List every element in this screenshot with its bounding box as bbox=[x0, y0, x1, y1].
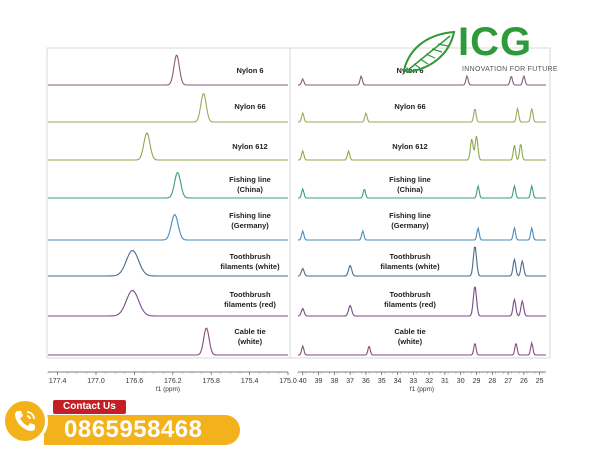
right-tick-label: 29 bbox=[473, 378, 481, 385]
right-tick-label: 32 bbox=[425, 378, 433, 385]
left-spectrum-5 bbox=[48, 213, 288, 241]
left-spectrum-6 bbox=[48, 250, 288, 277]
brand-tagline: INNOVATION FOR FUTURE bbox=[462, 66, 558, 73]
left-sample-label: (white) bbox=[238, 337, 263, 346]
right-spectrum-2 bbox=[297, 106, 546, 123]
right-sample-label: Fishing line bbox=[389, 175, 431, 184]
right-spectrum-5 bbox=[297, 225, 546, 241]
right-tick-label: 28 bbox=[488, 378, 496, 385]
right-tick-label: 38 bbox=[330, 378, 338, 385]
right-tick-label: 25 bbox=[536, 378, 544, 385]
left-tick-label: 177.0 bbox=[87, 378, 105, 385]
right-sample-label: (Germany) bbox=[391, 221, 429, 230]
left-sample-label: (China) bbox=[237, 185, 263, 194]
right-sample-label: Toothbrush bbox=[389, 290, 431, 299]
right-tick-label: 37 bbox=[346, 378, 354, 385]
left-sample-label: Toothbrush bbox=[229, 252, 271, 261]
right-sample-label: Nylon 612 bbox=[392, 142, 427, 151]
right-spectrum-1 bbox=[297, 74, 546, 86]
left-sample-label: Nylon 66 bbox=[234, 102, 265, 111]
right-spectrum-6 bbox=[297, 246, 546, 277]
right-tick-label: 34 bbox=[394, 378, 402, 385]
right-tick-label: 26 bbox=[520, 378, 528, 385]
right-sample-label: Fishing line bbox=[389, 211, 431, 220]
left-x-axis-label: f1 (ppm) bbox=[156, 386, 180, 393]
left-spectrum-2 bbox=[48, 93, 288, 123]
right-sample-label: filaments (white) bbox=[380, 262, 440, 271]
right-tick-label: 30 bbox=[457, 378, 465, 385]
contact-phone-number[interactable]: 0865958468 bbox=[64, 416, 203, 443]
brand-logo-text: ICG bbox=[458, 20, 533, 64]
left-sample-label: Cable tie bbox=[234, 327, 265, 336]
contact-us-badge[interactable]: Contact Us bbox=[53, 400, 126, 414]
left-spectrum-4 bbox=[48, 172, 288, 199]
right-tick-label: 36 bbox=[362, 378, 370, 385]
left-spectrum-1 bbox=[48, 54, 288, 86]
phone-icon-circle[interactable] bbox=[2, 398, 48, 444]
right-sample-label: Cable tie bbox=[394, 327, 425, 336]
right-sample-label: Nylon 66 bbox=[394, 102, 425, 111]
left-tick-label: 176.6 bbox=[126, 378, 144, 385]
left-sample-label: Fishing line bbox=[229, 211, 271, 220]
left-tick-label: 175.8 bbox=[202, 378, 220, 385]
right-tick-label: 40 bbox=[299, 378, 307, 385]
right-spectrum-3 bbox=[297, 135, 546, 161]
plot-frame bbox=[46, 47, 551, 359]
left-sample-label: (Germany) bbox=[231, 221, 269, 230]
phone-icon bbox=[15, 411, 35, 431]
left-sample-label: filaments (red) bbox=[224, 300, 276, 309]
aliphatic-region-panel: 40 39 38 37 36 35 34 33 32 31 30 29 28 27 26 25 f1 (ppm) bbox=[297, 74, 546, 393]
left-tick-label: 177.4 bbox=[49, 378, 67, 385]
right-sample-label: filaments (red) bbox=[384, 300, 436, 309]
right-spectrum-8 bbox=[297, 340, 546, 356]
left-spectrum-8 bbox=[48, 327, 288, 356]
contact-bar[interactable] bbox=[44, 415, 240, 445]
left-tick-label: 176.2 bbox=[164, 378, 182, 385]
left-tick-label: 175.4 bbox=[241, 378, 259, 385]
left-sample-label: Toothbrush bbox=[229, 290, 271, 299]
leaf-icon bbox=[402, 30, 456, 74]
right-sample-label: Toothbrush bbox=[389, 252, 431, 261]
right-x-axis-label: f1 (ppm) bbox=[410, 386, 434, 393]
left-spectrum-3 bbox=[48, 132, 288, 161]
left-sample-label: Fishing line bbox=[229, 175, 271, 184]
right-tick-label: 27 bbox=[504, 378, 512, 385]
right-sample-label: (China) bbox=[397, 185, 423, 194]
right-tick-label: 31 bbox=[441, 378, 449, 385]
left-tick-label: 175.0 bbox=[279, 378, 297, 385]
right-tick-label: 35 bbox=[378, 378, 386, 385]
right-tick-label: 33 bbox=[409, 378, 417, 385]
right-spectrum-7 bbox=[297, 286, 546, 317]
right-tick-label: 39 bbox=[315, 378, 323, 385]
left-sample-label: Nylon 612 bbox=[232, 142, 267, 151]
right-sample-label: (white) bbox=[398, 337, 423, 346]
right-sample-label: Nylon 6 bbox=[396, 66, 423, 75]
right-spectrum-4 bbox=[297, 183, 546, 199]
left-spectrum-7 bbox=[48, 290, 288, 317]
left-sample-label: filaments (white) bbox=[220, 262, 280, 271]
carbonyl-region-panel: 177.4 177.0 176.6 176.2 175.8 175.4 175.0 f1 (p… bbox=[47, 54, 297, 393]
left-sample-label: Nylon 6 bbox=[236, 66, 263, 75]
